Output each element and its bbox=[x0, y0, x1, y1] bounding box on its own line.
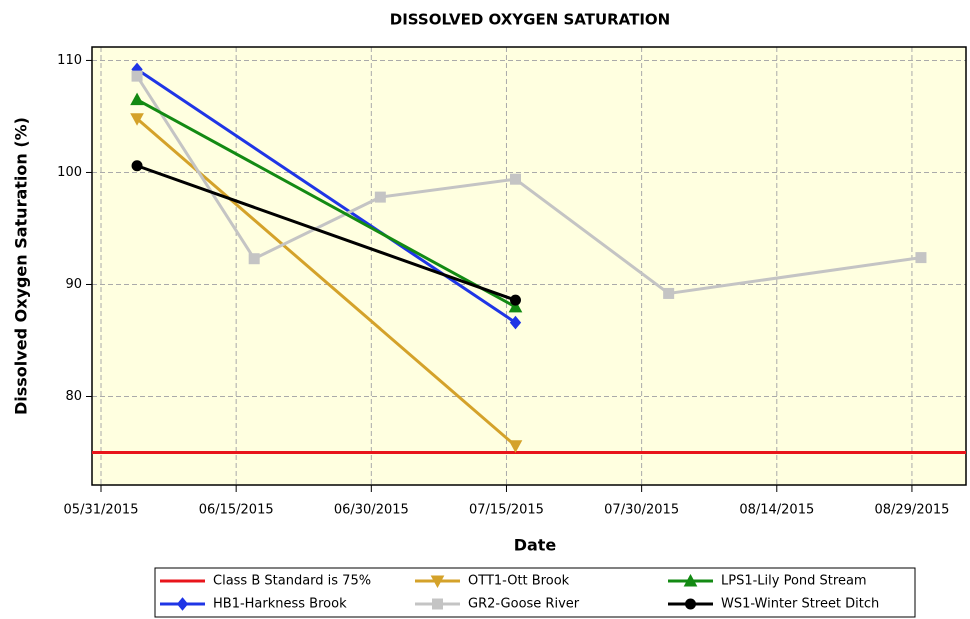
x-axis-title: Date bbox=[514, 536, 557, 555]
y-axis-title: Dissolved Oxygen Saturation (%) bbox=[12, 117, 31, 415]
plot-background bbox=[92, 47, 966, 485]
legend-label: LPS1-Lily Pond Stream bbox=[721, 574, 867, 589]
marker bbox=[508, 440, 523, 453]
legend-label: GR2-Goose River bbox=[468, 597, 580, 612]
marker bbox=[131, 160, 143, 172]
series-line bbox=[136, 98, 517, 309]
x-tick-label: 07/30/2015 bbox=[604, 503, 679, 518]
x-tick-label: 06/30/2015 bbox=[334, 503, 409, 518]
marker bbox=[130, 113, 144, 126]
x-tick-label: 05/31/2015 bbox=[64, 503, 139, 518]
chart-title: DISSOLVED OXYGEN SATURATION bbox=[390, 11, 671, 29]
legend-marker bbox=[176, 597, 189, 611]
x-tick-label: 08/29/2015 bbox=[874, 503, 949, 518]
series-line bbox=[135, 75, 922, 296]
legend-label: Class B Standard is 75% bbox=[213, 574, 371, 589]
legend-marker bbox=[683, 573, 698, 587]
marker bbox=[131, 70, 143, 82]
marker bbox=[248, 253, 260, 265]
marker bbox=[509, 294, 521, 306]
legend-box bbox=[154, 567, 916, 618]
legend-marker bbox=[685, 598, 696, 610]
legend-marker bbox=[432, 598, 443, 610]
legend-label: HB1-Harkness Brook bbox=[213, 597, 347, 612]
y-tick-label: 110 bbox=[57, 53, 82, 68]
x-tick-label: 08/14/2015 bbox=[739, 503, 814, 518]
x-tick-label: 06/15/2015 bbox=[199, 503, 274, 518]
plot-border bbox=[91, 46, 967, 486]
y-tick-label: 90 bbox=[65, 277, 82, 292]
marker bbox=[508, 299, 523, 313]
marker bbox=[374, 191, 386, 203]
marker bbox=[915, 252, 927, 264]
x-tick-label: 07/15/2015 bbox=[469, 503, 544, 518]
marker bbox=[130, 92, 144, 106]
legend-label: WS1-Winter Street Ditch bbox=[721, 597, 879, 612]
legend-marker bbox=[430, 575, 445, 589]
marker bbox=[509, 173, 521, 185]
legend-label: OTT1-Ott Brook bbox=[468, 574, 570, 589]
marker bbox=[663, 287, 675, 299]
y-tick-label: 80 bbox=[65, 389, 82, 404]
series-line bbox=[136, 68, 517, 324]
y-tick-label: 100 bbox=[57, 165, 82, 180]
marker bbox=[509, 315, 522, 330]
series-line bbox=[136, 164, 516, 302]
